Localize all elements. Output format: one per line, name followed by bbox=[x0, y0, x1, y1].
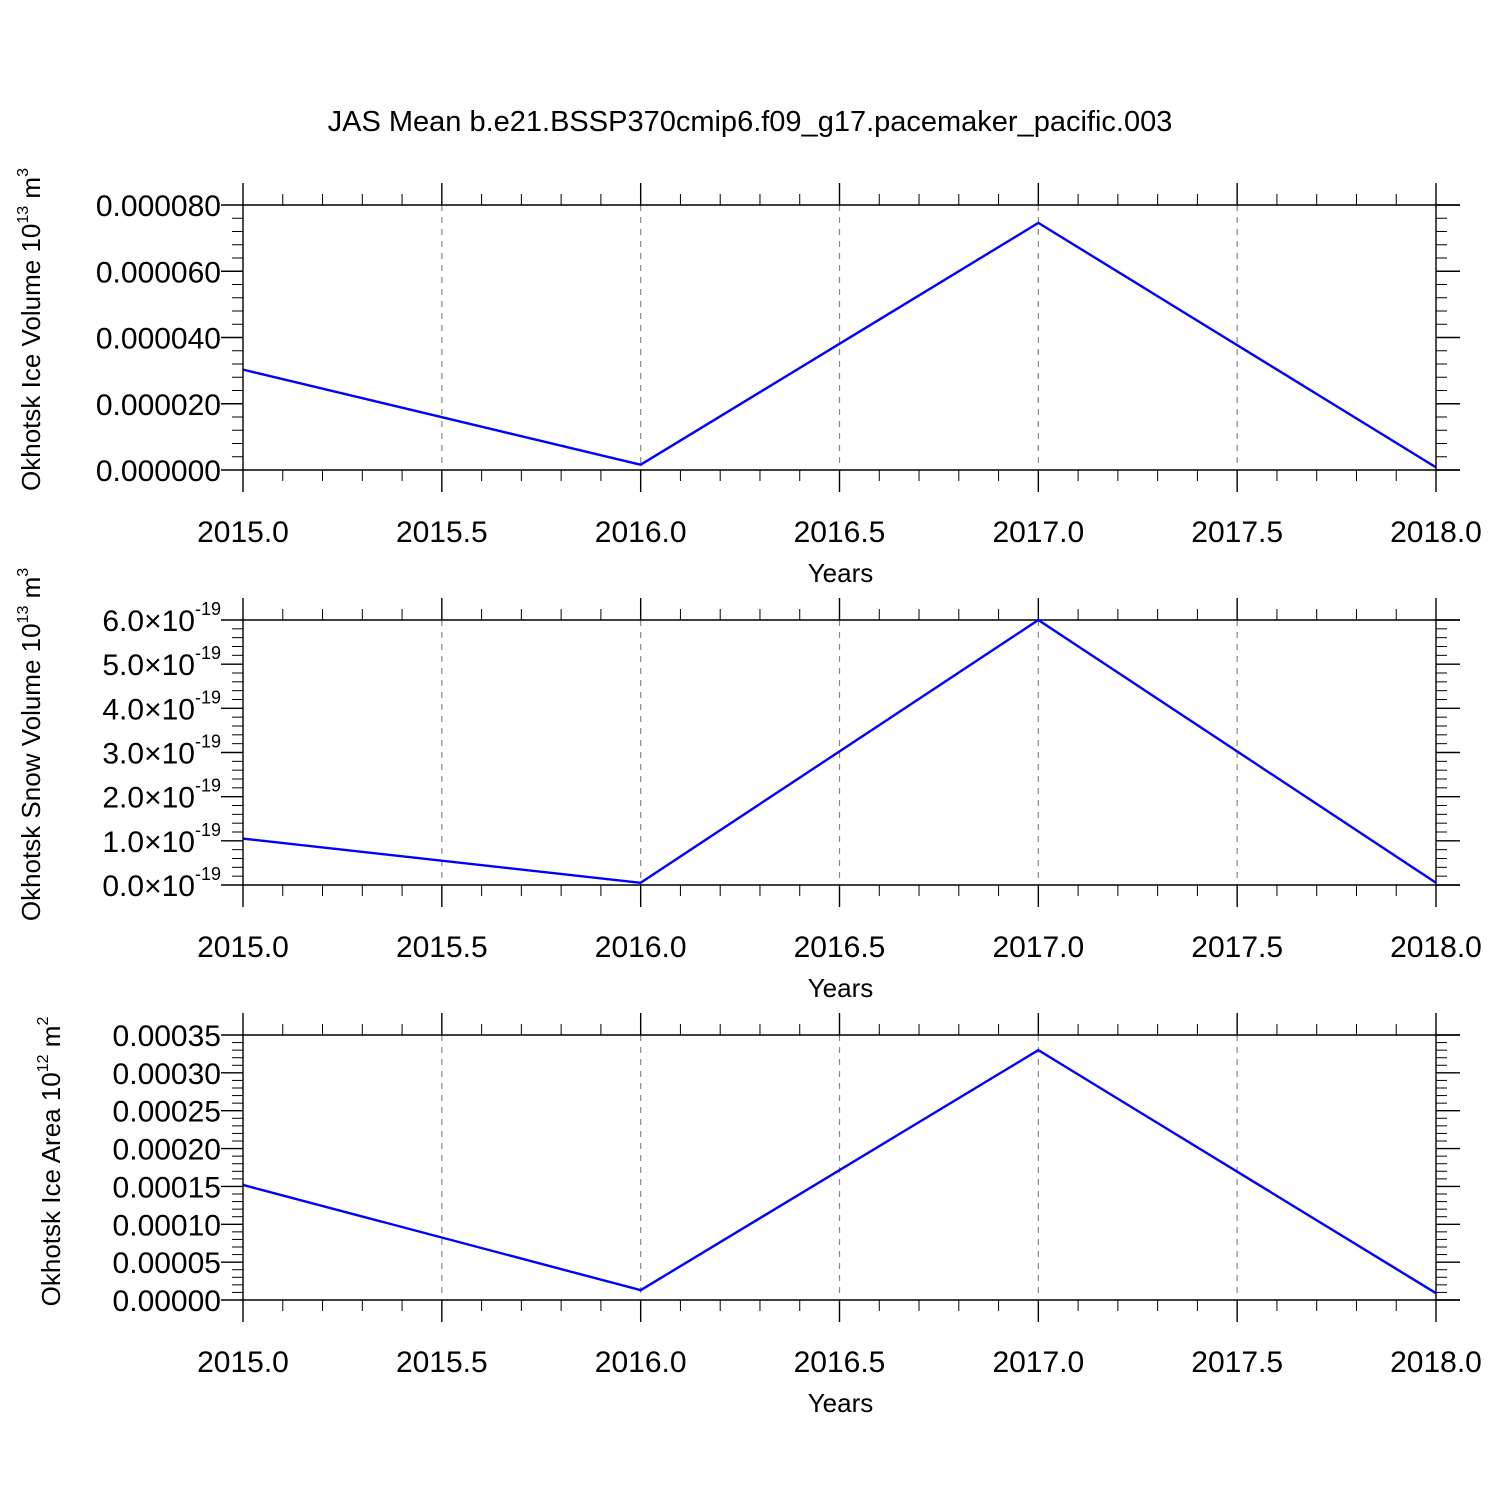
x-tick-label: 2017.5 bbox=[1191, 516, 1283, 549]
figure-title: JAS Mean b.e21.BSSP370cmip6.f09_g17.pace… bbox=[328, 106, 1173, 138]
y-tick-label: 0.000060 bbox=[96, 256, 221, 289]
panel-3: 2015.0 2015.5 2016.0 2016.5 2017.0 2017.5 2018… bbox=[35, 1013, 1482, 1418]
series-line bbox=[242, 1048, 1437, 1295]
x-tick-label: 2017.5 bbox=[1191, 931, 1283, 964]
y-tick-label: 0.000000 bbox=[96, 455, 221, 488]
y-tick-label: 0.00015 bbox=[113, 1171, 221, 1204]
y-tick-label: 0.000080 bbox=[96, 190, 221, 223]
y-tick-label: 0.00035 bbox=[113, 1020, 221, 1053]
x-tick-label: 2017.0 bbox=[992, 516, 1084, 549]
y-tick-label: 2.0×10-19 bbox=[102, 776, 221, 815]
y-tick-label: 0.00000 bbox=[113, 1285, 221, 1318]
x-tick-label: 2015.5 bbox=[396, 516, 488, 549]
x-tick-label: 2017.0 bbox=[992, 931, 1084, 964]
x-tick-label: 2016.0 bbox=[595, 1346, 687, 1379]
series-line bbox=[242, 618, 1437, 885]
x-tick-label: 2015.0 bbox=[197, 931, 289, 964]
panel-2: 2015.0 2015.5 2016.0 2016.5 2017.0 2017.5 2018… bbox=[15, 568, 1482, 1003]
x-axis-label: Years bbox=[808, 1388, 874, 1418]
x-tick-label: 2017.0 bbox=[992, 1346, 1084, 1379]
panels: 2015.0 2015.5 2016.0 2016.5 2017.0 2017.5 2018… bbox=[15, 168, 1482, 1418]
x-axis-label: Years bbox=[808, 558, 874, 588]
x-tick-label: 2015.5 bbox=[396, 931, 488, 964]
y-tick-label: 0.00025 bbox=[113, 1096, 221, 1129]
series-line bbox=[242, 221, 1437, 469]
x-tick-label: 2017.5 bbox=[1191, 1346, 1283, 1379]
x-tick-label: 2015.5 bbox=[396, 1346, 488, 1379]
x-tick-label: 2016.5 bbox=[794, 931, 886, 964]
y-axis-label: Okhotsk Snow Volume 1013 m3 bbox=[15, 568, 46, 921]
y-tick-label: 0.000020 bbox=[96, 389, 221, 422]
y-tick-label: 0.00030 bbox=[113, 1058, 221, 1091]
y-axis-label: Okhotsk Ice Volume 1013 m3 bbox=[15, 168, 46, 491]
y-axis-label: Okhotsk Ice Area 1012 m2 bbox=[35, 1017, 66, 1307]
y-tick-label: 4.0×10-19 bbox=[102, 687, 221, 726]
y-tick-label: 0.00005 bbox=[113, 1247, 221, 1280]
x-tick-label: 2018.0 bbox=[1390, 516, 1482, 549]
x-tick-label: 2016.5 bbox=[794, 1346, 886, 1379]
y-tick-label: 3.0×10-19 bbox=[102, 732, 221, 771]
x-tick-label: 2018.0 bbox=[1390, 931, 1482, 964]
y-tick-label: 0.0×10-19 bbox=[102, 864, 221, 903]
panel-1: 2015.0 2015.5 2016.0 2016.5 2017.0 2017.5 2018… bbox=[15, 168, 1482, 588]
x-tick-label: 2015.0 bbox=[197, 1346, 289, 1379]
y-tick-label: 0.00020 bbox=[113, 1134, 221, 1167]
y-tick-label: 0.00010 bbox=[113, 1209, 221, 1242]
y-tick-label: 5.0×10-19 bbox=[102, 643, 221, 682]
x-tick-label: 2016.0 bbox=[595, 931, 687, 964]
y-tick-label: 0.000040 bbox=[96, 323, 221, 356]
y-tick-label: 1.0×10-19 bbox=[102, 820, 221, 859]
x-tick-label: 2016.5 bbox=[794, 516, 886, 549]
x-axis-label: Years bbox=[808, 973, 874, 1003]
y-tick-label: 6.0×10-19 bbox=[102, 599, 221, 638]
x-tick-label: 2018.0 bbox=[1390, 1346, 1482, 1379]
x-tick-label: 2016.0 bbox=[595, 516, 687, 549]
x-tick-label: 2015.0 bbox=[197, 516, 289, 549]
